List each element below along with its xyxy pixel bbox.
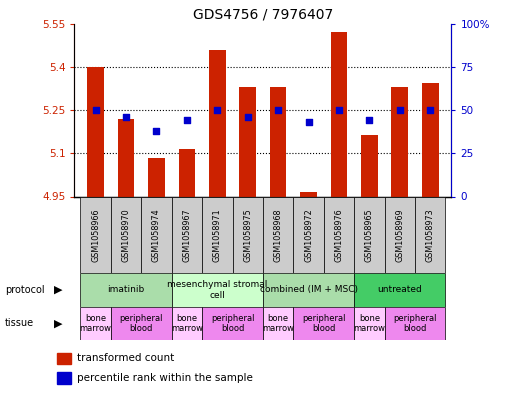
Bar: [263, 196, 293, 273]
Bar: [57, 372, 71, 384]
Point: [274, 107, 282, 113]
Bar: [263, 273, 354, 307]
Text: untreated: untreated: [378, 285, 422, 294]
Bar: [324, 196, 354, 273]
Bar: [385, 307, 445, 340]
Text: GSM1058965: GSM1058965: [365, 208, 374, 262]
Text: GSM1058967: GSM1058967: [183, 208, 191, 262]
Bar: [391, 87, 408, 196]
Text: GSM1058973: GSM1058973: [426, 208, 435, 262]
Text: GSM1058976: GSM1058976: [334, 208, 343, 262]
Point: [213, 107, 222, 113]
Text: GSM1058975: GSM1058975: [243, 208, 252, 262]
Bar: [270, 87, 286, 196]
Text: bone
marrow: bone marrow: [171, 314, 203, 333]
Point: [152, 128, 161, 134]
Bar: [202, 196, 232, 273]
Text: protocol: protocol: [5, 285, 45, 295]
Bar: [385, 196, 415, 273]
Bar: [354, 273, 445, 307]
Bar: [141, 196, 172, 273]
Bar: [232, 196, 263, 273]
Bar: [330, 32, 347, 196]
Text: imatinib: imatinib: [107, 285, 145, 294]
Bar: [354, 307, 385, 340]
Text: bone
marrow: bone marrow: [353, 314, 385, 333]
Text: tissue: tissue: [5, 318, 34, 328]
Bar: [172, 273, 263, 307]
Point: [335, 107, 343, 113]
Text: peripheral
blood: peripheral blood: [120, 314, 163, 333]
Text: GSM1058969: GSM1058969: [395, 208, 404, 262]
Bar: [148, 158, 165, 196]
Bar: [415, 196, 445, 273]
Text: GSM1058968: GSM1058968: [273, 208, 283, 262]
Bar: [172, 196, 202, 273]
Text: ▶: ▶: [54, 285, 63, 295]
Bar: [111, 196, 141, 273]
Text: percentile rank within the sample: percentile rank within the sample: [77, 373, 253, 383]
Text: GSM1058972: GSM1058972: [304, 208, 313, 262]
Text: ▶: ▶: [54, 318, 63, 328]
Text: mesenchymal stromal
cell: mesenchymal stromal cell: [167, 280, 267, 299]
Bar: [111, 307, 172, 340]
Bar: [300, 192, 317, 196]
Bar: [57, 353, 71, 364]
Point: [396, 107, 404, 113]
Bar: [293, 307, 354, 340]
Bar: [117, 119, 134, 196]
Point: [244, 114, 252, 120]
Text: bone
marrow: bone marrow: [262, 314, 294, 333]
Bar: [361, 134, 378, 196]
Title: GDS4756 / 7976407: GDS4756 / 7976407: [193, 7, 333, 21]
Text: GSM1058966: GSM1058966: [91, 208, 100, 262]
Text: GSM1058970: GSM1058970: [122, 208, 131, 262]
Bar: [209, 50, 226, 196]
Point: [365, 117, 373, 123]
Point: [426, 107, 435, 113]
Text: GSM1058974: GSM1058974: [152, 208, 161, 262]
Bar: [81, 307, 111, 340]
Text: transformed count: transformed count: [77, 353, 174, 364]
Bar: [81, 273, 172, 307]
Bar: [263, 307, 293, 340]
Text: combined (IM + MSC): combined (IM + MSC): [260, 285, 358, 294]
Text: peripheral
blood: peripheral blood: [393, 314, 437, 333]
Bar: [172, 307, 202, 340]
Bar: [87, 67, 104, 196]
Point: [122, 114, 130, 120]
Point: [304, 119, 312, 125]
Text: peripheral
blood: peripheral blood: [302, 314, 345, 333]
Point: [91, 107, 100, 113]
Bar: [240, 87, 256, 196]
Text: GSM1058971: GSM1058971: [213, 208, 222, 262]
Text: bone
marrow: bone marrow: [80, 314, 112, 333]
Text: peripheral
blood: peripheral blood: [211, 314, 254, 333]
Point: [183, 117, 191, 123]
Bar: [293, 196, 324, 273]
Bar: [202, 307, 263, 340]
Bar: [354, 196, 385, 273]
Bar: [179, 149, 195, 196]
Bar: [422, 83, 439, 196]
Bar: [81, 196, 111, 273]
